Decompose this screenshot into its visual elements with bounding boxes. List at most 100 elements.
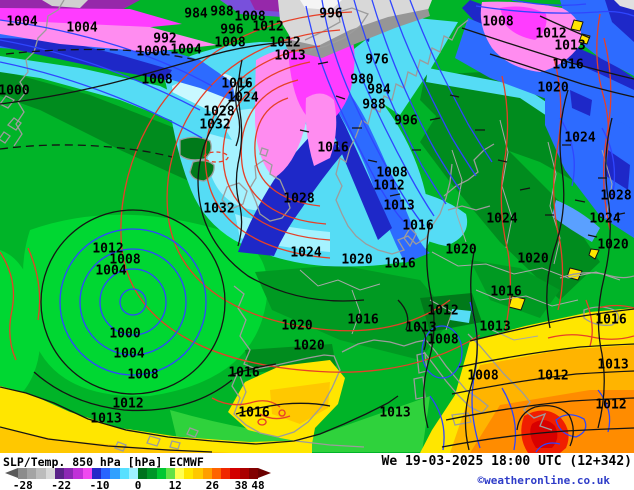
pressure-label: 1024 <box>486 212 517 227</box>
colorbar-segment <box>45 468 55 479</box>
map-canvas: 1004 1004 984 988 1008 992 996 1012 1000 1004 1008… <box>0 0 634 453</box>
colorbar-segment <box>64 468 74 479</box>
colorbar-segment <box>202 468 212 479</box>
colorbar-tick-label: -10 <box>89 479 110 490</box>
pressure-label: 1024 <box>290 246 321 261</box>
pressure-label: 1016 <box>552 58 583 73</box>
pressure-label: 1008 <box>376 166 407 181</box>
pressure-label: 1016 <box>490 285 521 300</box>
pressure-label: 1008 <box>141 73 172 88</box>
valid-datetime: We 19-03-2025 18:00 UTC (12+342) <box>381 454 632 469</box>
colorbar-right-arrow-icon <box>258 468 271 478</box>
pressure-label: 1008 <box>482 15 513 30</box>
pressure-label: 1024 <box>589 212 620 227</box>
colorbar-segment <box>82 468 92 479</box>
pressure-label: 1008 <box>234 10 265 25</box>
colorbar-tick-label: 0 <box>134 479 142 490</box>
pressure-label: 1012 <box>537 369 568 384</box>
colorbar-tick-label: 48 <box>251 479 265 490</box>
pressure-label: 1020 <box>537 81 568 96</box>
pressure-label: 1013 <box>479 320 510 335</box>
pressure-label: 1016 <box>595 313 626 328</box>
pressure-label: 1020 <box>517 252 548 267</box>
pressure-label: 1012 <box>92 242 123 257</box>
copyright-link[interactable]: ©weatheronline.co.uk <box>477 474 610 487</box>
pressure-label: 1008 <box>109 253 140 268</box>
colorbar-segment <box>221 468 231 479</box>
pressure-label: 980 <box>350 73 374 88</box>
pressure-label: 1028 <box>283 192 314 207</box>
pressure-label: 984 <box>367 83 391 98</box>
pressure-label: 1004 <box>66 21 97 36</box>
pressure-label: 1016 <box>317 141 348 156</box>
pressure-label: 1012 <box>112 397 143 412</box>
pressure-label: 1012 <box>373 179 404 194</box>
pressure-label: 1016 <box>402 219 433 234</box>
pressure-label: 1004 <box>95 264 126 279</box>
pressure-label: 1013 <box>405 321 436 336</box>
colorbar-segment <box>101 468 111 479</box>
pressure-label: 1008 <box>427 333 458 348</box>
pressure-label: 976 <box>365 53 389 68</box>
pressure-label: 1012 <box>252 20 283 35</box>
pressure-label: 1020 <box>597 238 628 253</box>
pressure-label: 992 <box>153 32 176 47</box>
pressure-label: 1012 <box>427 304 458 319</box>
colorbar-tick-label: -22 <box>51 479 72 490</box>
pressure-label: 1024 <box>227 91 258 106</box>
temperature-fill-layer <box>0 0 634 453</box>
temperature-colorbar <box>18 468 259 479</box>
pressure-label: 1020 <box>341 253 372 268</box>
colorbar-segment <box>165 468 175 479</box>
pressure-label: 1013 <box>274 49 305 64</box>
isobar-black-layer <box>0 15 634 453</box>
pressure-label: 1012 <box>595 398 626 413</box>
pressure-label: 1000 <box>109 327 140 342</box>
pressure-label: 1016 <box>221 77 252 92</box>
pressure-label: 984 <box>184 7 208 22</box>
colorbar-segment <box>54 468 65 479</box>
pressure-label: 1028 <box>600 189 631 204</box>
colorbar-tick-label: 12 <box>168 479 182 490</box>
colorbar-segment <box>230 468 240 479</box>
pressure-label: 1016 <box>228 366 259 381</box>
colorbar-segment <box>248 468 259 479</box>
pressure-label: 1016 <box>384 257 415 272</box>
pressure-label: 1012 <box>269 36 300 51</box>
pressure-label: 1024 <box>564 131 595 146</box>
colorbar-segment <box>184 468 194 479</box>
colorbar-segment <box>239 468 249 479</box>
pressure-label: 1012 <box>535 27 566 42</box>
pressure-label: 1028 <box>203 105 234 120</box>
colorbar-tick-label: -28 <box>12 479 33 490</box>
colorbar-tick-label: 26 <box>205 479 220 490</box>
pressure-label: 996 <box>220 23 244 38</box>
pressure-label: 1013 <box>379 406 410 421</box>
colorbar-segment <box>27 468 37 479</box>
legend-bar: SLP/Temp. 850 hPa [hPa] ECMWF We 19-03-2… <box>0 453 634 490</box>
colorbar-segment <box>128 468 139 479</box>
colorbar-segment <box>18 468 28 479</box>
chart-title: SLP/Temp. 850 hPa [hPa] ECMWF <box>3 455 204 469</box>
colorbar-segment <box>147 468 157 479</box>
colorbar-tick-label: 38 <box>234 479 248 490</box>
colorbar-segment <box>211 468 222 479</box>
pressure-label: 1008 <box>214 36 245 51</box>
colorbar-segment <box>36 468 46 479</box>
pressure-label: 1013 <box>597 358 628 373</box>
pressure-label: 1020 <box>445 243 476 258</box>
pressure-label: 996 <box>319 7 343 22</box>
colorbar-segment <box>110 468 120 479</box>
colorbar-segment <box>119 468 129 479</box>
colorbar-segment <box>138 468 148 479</box>
pressure-label: 1020 <box>293 339 324 354</box>
colorbar-segment <box>174 468 185 479</box>
pressure-label: 1000 <box>136 45 167 60</box>
pressure-label: 1008 <box>127 368 158 383</box>
pressure-label: 1004 <box>6 15 37 30</box>
pressure-label: 1004 <box>170 43 201 58</box>
pressure-label: 1013 <box>90 412 121 427</box>
colorbar-segment <box>91 468 102 479</box>
